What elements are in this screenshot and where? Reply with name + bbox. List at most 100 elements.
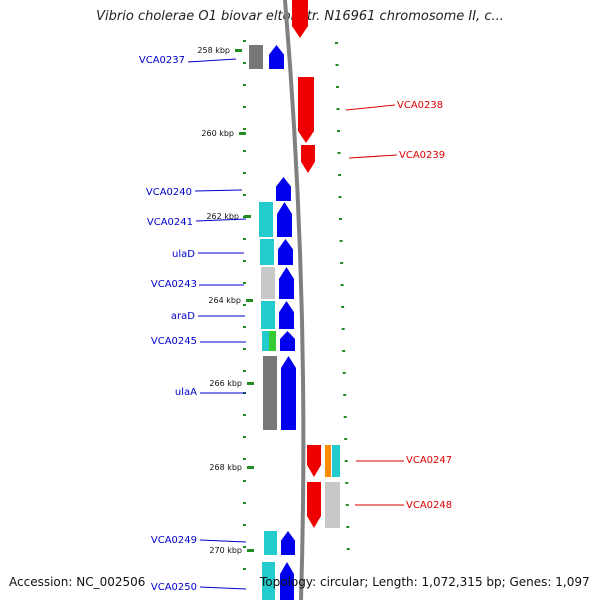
tick-mark	[243, 172, 246, 174]
tick-mark	[243, 502, 246, 504]
tick-mark	[346, 526, 350, 528]
tick-mark	[343, 416, 347, 418]
gene-label-vca0237[interactable]: VCA0237	[139, 55, 185, 66]
tick-mark	[243, 568, 246, 570]
tick-mark	[243, 348, 246, 350]
tick-mark	[243, 128, 246, 130]
gene-arrow-forward[interactable]	[280, 562, 294, 600]
gene-arrow-reverse[interactable]	[301, 145, 315, 173]
gene-arrow-forward[interactable]	[279, 301, 294, 329]
gene-label-vca0238[interactable]: VCA0238	[397, 100, 443, 111]
gene-label-arad[interactable]: araD	[171, 311, 195, 322]
gene-leader-line	[345, 104, 396, 111]
scale-tick-mark	[246, 299, 253, 302]
tick-mark	[336, 108, 340, 110]
tick-mark	[341, 328, 345, 330]
topology-stats-text: Topology: circular; Length: 1,072,315 bp…	[260, 575, 590, 589]
gene-category-bar	[261, 301, 275, 329]
tick-mark	[342, 350, 346, 352]
tick-mark	[243, 480, 246, 482]
gene-arrow-forward[interactable]	[276, 177, 291, 201]
gene-label-vca0247[interactable]: VCA0247	[406, 455, 452, 466]
gene-arrow-forward[interactable]	[281, 531, 295, 555]
gene-arrow-forward[interactable]	[269, 45, 284, 69]
tick-mark	[243, 84, 246, 86]
gene-arrow-reverse[interactable]	[292, 0, 308, 38]
tick-mark	[334, 42, 338, 44]
tick-mark	[243, 546, 246, 548]
tick-mark	[340, 262, 344, 264]
tick-mark	[341, 306, 345, 308]
gene-leader-line	[348, 154, 398, 159]
gene-leader-line	[199, 539, 247, 543]
gene-arrow-forward[interactable]	[277, 202, 292, 237]
scale-tick-mark	[247, 382, 254, 385]
tick-mark	[337, 152, 341, 154]
gene-leader-line	[195, 218, 247, 222]
tick-mark	[243, 62, 246, 64]
tick-mark	[343, 394, 347, 396]
tick-mark	[243, 436, 246, 438]
scale-label: 262 kbp	[206, 212, 239, 221]
tick-mark	[243, 524, 246, 526]
gene-leader-line	[187, 58, 237, 63]
gene-label-vca0248[interactable]: VCA0248	[406, 500, 452, 511]
gene-label-vca0241[interactable]: VCA0241	[147, 217, 193, 228]
scale-label: 268 kbp	[209, 463, 242, 472]
gene-arrow-forward[interactable]	[278, 239, 293, 265]
tick-mark	[243, 150, 246, 152]
gene-category-bar	[259, 202, 273, 237]
tick-mark	[243, 304, 246, 306]
scale-tick-mark	[235, 49, 242, 52]
gene-arrow-forward[interactable]	[280, 331, 295, 351]
gene-label-vca0250[interactable]: VCA0250	[151, 582, 197, 593]
gene-arrow-forward[interactable]	[281, 356, 296, 430]
tick-mark	[243, 458, 246, 460]
tick-mark	[335, 64, 339, 66]
scale-label: 270 kbp	[209, 546, 242, 555]
tick-mark	[243, 282, 246, 284]
gene-category-bar	[332, 445, 340, 477]
gene-category-bar	[264, 531, 277, 555]
gene-label-vca0240[interactable]: VCA0240	[146, 187, 192, 198]
gene-arrow-reverse[interactable]	[298, 77, 314, 143]
accession-text: Accession: NC_002506	[9, 575, 146, 589]
scale-tick-mark	[244, 215, 251, 218]
tick-mark	[243, 40, 246, 42]
tick-marks	[243, 40, 350, 570]
tick-mark	[338, 174, 342, 176]
tick-mark	[243, 106, 246, 108]
gene-arrow-reverse[interactable]	[307, 482, 321, 528]
gene-category-bar	[325, 482, 340, 528]
gene-category-bar	[249, 45, 263, 69]
gene-label-vca0243[interactable]: VCA0243	[151, 279, 197, 290]
backbone-line	[283, 0, 306, 600]
tick-mark	[243, 370, 246, 372]
gene-label-vca0239[interactable]: VCA0239	[399, 150, 445, 161]
tick-mark	[345, 482, 349, 484]
gene-category-bar	[261, 267, 275, 299]
gene-arrow-reverse[interactable]	[307, 445, 321, 477]
tick-mark	[340, 284, 344, 286]
gene-leader-line	[199, 586, 247, 590]
gene-label-vca0245[interactable]: VCA0245	[151, 336, 197, 347]
tick-mark	[336, 86, 340, 88]
tick-mark	[346, 548, 350, 550]
scale-label: 266 kbp	[209, 379, 242, 388]
tick-mark	[345, 504, 349, 506]
gene-arrow-forward[interactable]	[279, 267, 294, 299]
gene-leader-line	[194, 189, 243, 192]
gene-label-ulad[interactable]: ulaD	[172, 249, 195, 260]
scale-label: 258 kbp	[197, 46, 230, 55]
scale-labels: 258 kbp 260 kbp 262 kbp 264 kbp 266 kbp 268 k…	[197, 46, 254, 555]
backbone	[283, 0, 306, 600]
gene-features	[249, 0, 340, 600]
gene-label-vca0249[interactable]: VCA0249	[151, 535, 197, 546]
tick-mark	[342, 372, 346, 374]
gene-label-ulaa[interactable]: ulaA	[175, 387, 197, 398]
gene-category-bar	[262, 331, 269, 351]
tick-mark	[243, 194, 246, 196]
tick-mark	[243, 238, 246, 240]
scale-tick-mark	[247, 466, 254, 469]
